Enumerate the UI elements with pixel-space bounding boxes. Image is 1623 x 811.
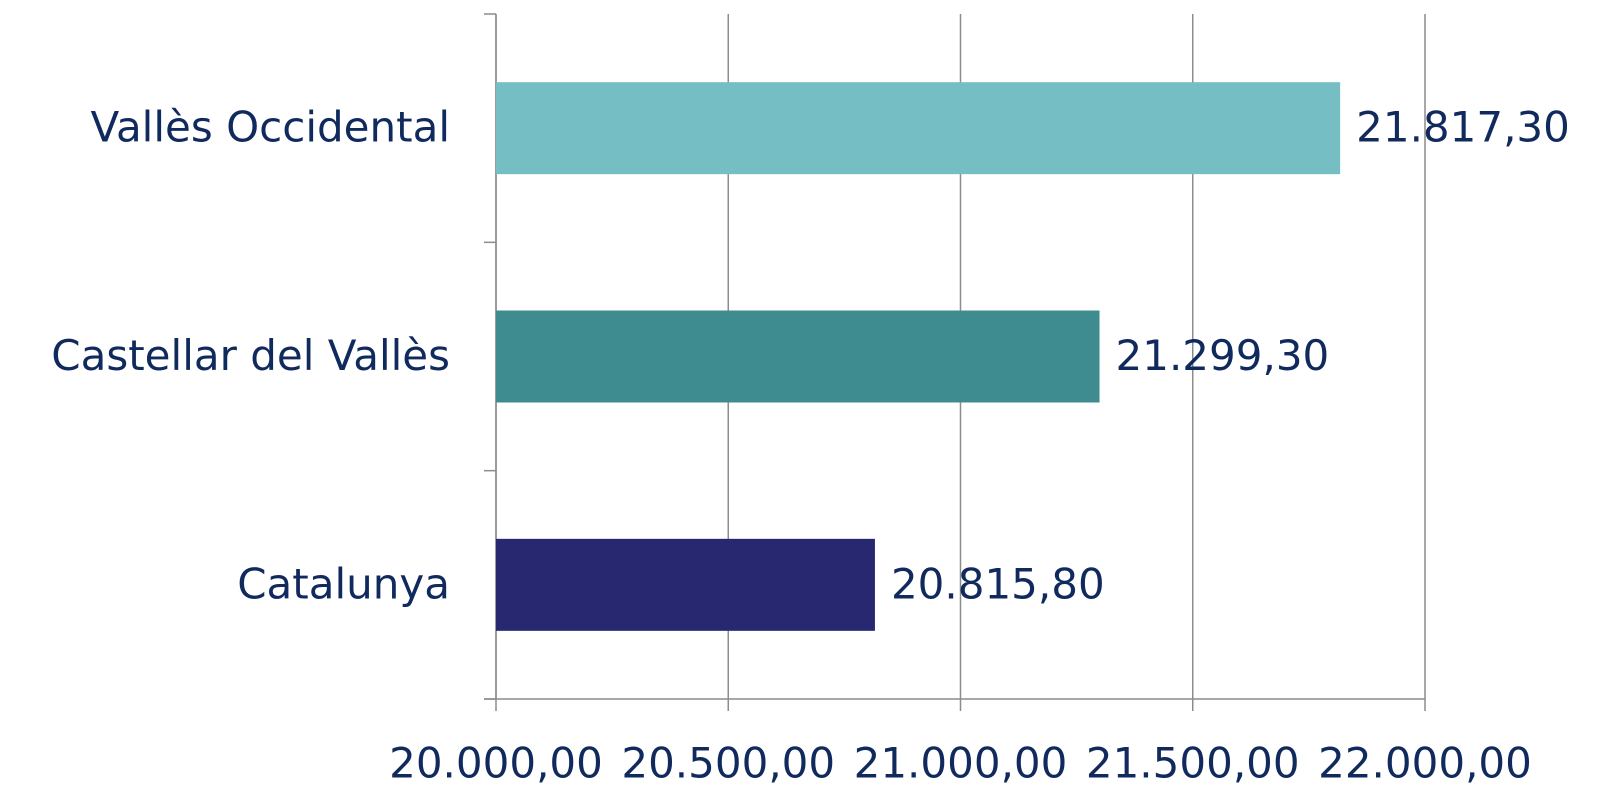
value-label: 21.817,30 [1356,103,1570,152]
x-tick-label: 20.500,00 [621,739,835,788]
x-tick-label: 20.000,00 [389,739,603,788]
y-tick-label: Vallès Occidental [90,103,450,152]
bar [496,538,875,631]
x-tick-label: 21.000,00 [854,739,1068,788]
y-tick-label: Catalunya [237,559,450,608]
x-tick-label: 21.500,00 [1086,739,1300,788]
value-label: 21.299,30 [1116,331,1330,380]
bar [496,310,1100,403]
bar [496,82,1341,175]
y-tick-label: Castellar del Vallès [51,331,450,380]
value-label: 20.815,80 [891,559,1105,608]
x-tick-label: 22.000,00 [1318,739,1532,788]
